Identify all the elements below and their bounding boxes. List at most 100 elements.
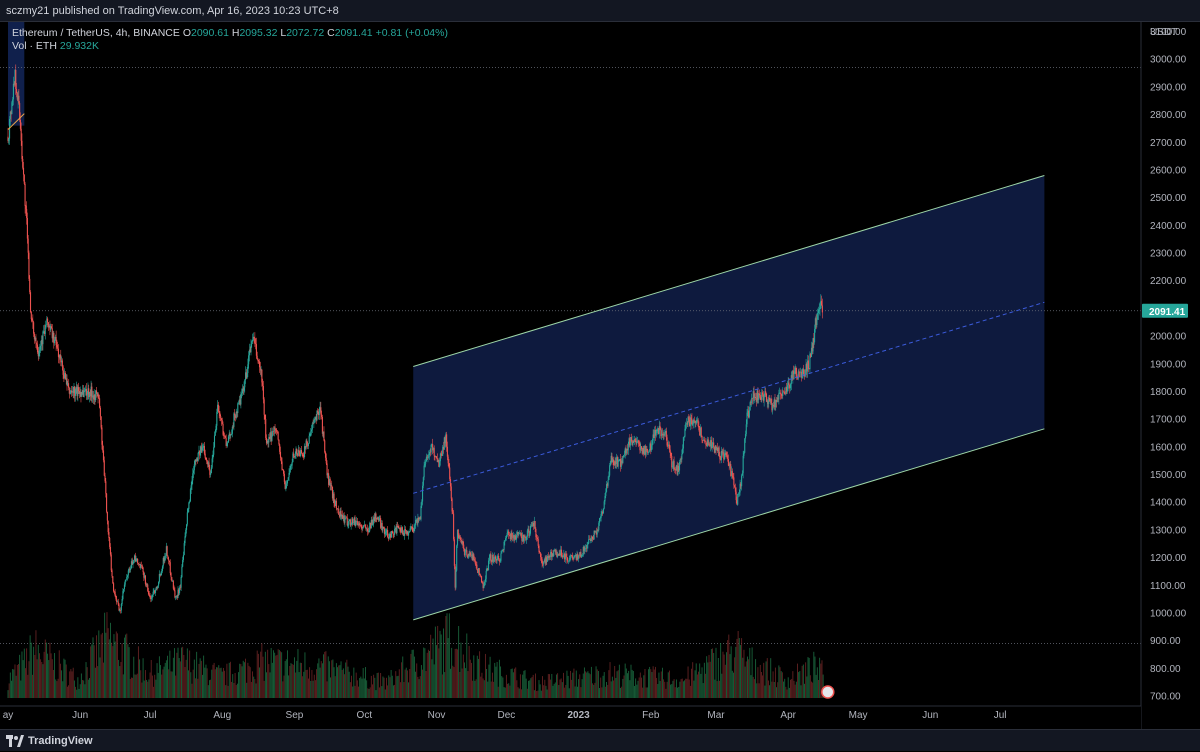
candle-body bbox=[182, 555, 184, 560]
candle-body bbox=[513, 535, 515, 540]
y-tick-label: 1000.00 bbox=[1150, 608, 1187, 619]
candle-body bbox=[20, 128, 22, 141]
volume-bar bbox=[452, 665, 454, 698]
candle-body bbox=[558, 553, 560, 556]
candle-body bbox=[449, 467, 451, 480]
volume-bar bbox=[305, 669, 307, 698]
volume-bar bbox=[443, 628, 444, 698]
volume-bar bbox=[327, 656, 329, 698]
candle-body bbox=[47, 322, 49, 328]
candle-body bbox=[489, 554, 491, 559]
candle-body bbox=[460, 540, 462, 544]
volume-bar bbox=[657, 683, 659, 698]
candle-body bbox=[647, 452, 650, 453]
candle-body bbox=[186, 512, 188, 525]
candle-body bbox=[23, 174, 25, 184]
volume-bar bbox=[233, 682, 235, 698]
volume-bar bbox=[749, 647, 751, 698]
volume-bar bbox=[624, 663, 626, 698]
candle-body bbox=[674, 468, 676, 470]
candle-body bbox=[314, 417, 316, 420]
candle-body bbox=[456, 529, 459, 546]
candle-body bbox=[759, 395, 761, 398]
chart-area[interactable]: USDT 3100.00 3000.00 2900.00 2800.00 2700.00 2… bbox=[0, 22, 1200, 729]
candle-body bbox=[703, 439, 705, 441]
volume-bar bbox=[148, 679, 150, 698]
candle-body bbox=[491, 554, 493, 562]
volume-bar bbox=[103, 662, 104, 698]
volume-bar bbox=[532, 674, 534, 698]
candle-body bbox=[821, 300, 823, 306]
volume-bar bbox=[804, 683, 805, 698]
candle-body bbox=[235, 411, 237, 418]
tradingview-logo[interactable]: TradingView bbox=[6, 730, 93, 752]
volume-bar bbox=[484, 653, 486, 698]
y-tick-label: 2200.00 bbox=[1150, 276, 1187, 287]
candle-body bbox=[349, 519, 351, 526]
volume-bar bbox=[248, 665, 250, 698]
candle-body bbox=[474, 559, 476, 561]
candle-body bbox=[21, 140, 23, 159]
volume-bar bbox=[388, 675, 390, 698]
volume-bar bbox=[410, 653, 412, 698]
volume-bar bbox=[397, 675, 399, 698]
candle-body bbox=[259, 367, 261, 371]
candle-body bbox=[678, 461, 681, 471]
volume-bar bbox=[596, 669, 598, 698]
price-chart[interactable]: USDT3100.003000.002900.002800.002700.002… bbox=[0, 22, 1200, 729]
volume-bar bbox=[726, 652, 727, 698]
volume-bar bbox=[525, 678, 527, 698]
candle-body bbox=[477, 568, 479, 573]
candle-body bbox=[393, 534, 395, 535]
volume-bar bbox=[678, 686, 680, 698]
candle-body bbox=[291, 461, 293, 466]
volume-bar bbox=[231, 681, 233, 698]
candle-body bbox=[396, 526, 398, 534]
candle-body bbox=[565, 553, 567, 557]
volume-bar bbox=[674, 687, 676, 698]
volume-bar bbox=[369, 687, 371, 698]
candle-body bbox=[755, 397, 757, 399]
candle-body bbox=[534, 521, 536, 529]
volume-bar bbox=[389, 677, 391, 698]
volume-bar bbox=[11, 680, 12, 698]
volume-bar bbox=[569, 670, 571, 698]
candle-body bbox=[629, 438, 631, 446]
volume-bar bbox=[643, 675, 645, 698]
candle-body bbox=[452, 511, 454, 514]
candle-body bbox=[479, 573, 481, 576]
candle-body bbox=[516, 532, 518, 536]
candle-body bbox=[620, 460, 622, 467]
candle-body bbox=[111, 570, 113, 577]
volume-bar bbox=[644, 668, 646, 698]
candle-body bbox=[137, 563, 139, 565]
volume-bar bbox=[429, 650, 430, 698]
volume-bar bbox=[255, 683, 257, 698]
candle-body bbox=[220, 418, 223, 421]
candle-body bbox=[543, 561, 545, 565]
volume-bar bbox=[302, 676, 304, 698]
volume-bar bbox=[480, 676, 482, 698]
candle-body bbox=[387, 530, 389, 538]
volume-bar bbox=[260, 651, 262, 698]
volume-bar bbox=[460, 642, 462, 698]
plot-layer bbox=[0, 22, 1141, 699]
candle-body bbox=[696, 419, 698, 424]
candle-body bbox=[555, 551, 557, 553]
volume-bar bbox=[405, 667, 407, 698]
volume-bar bbox=[261, 643, 263, 698]
candle-body bbox=[362, 527, 364, 529]
candle-body bbox=[22, 158, 24, 168]
candle-body bbox=[40, 345, 42, 350]
candle-body bbox=[670, 452, 672, 456]
candle-body bbox=[364, 524, 366, 527]
candle-body bbox=[187, 508, 189, 513]
candle-body bbox=[681, 454, 683, 460]
candle-body bbox=[12, 99, 14, 103]
candle-body bbox=[706, 444, 708, 447]
candle-body bbox=[781, 394, 783, 396]
candle-body bbox=[155, 586, 157, 590]
candle-body bbox=[312, 423, 314, 425]
candle-body bbox=[343, 515, 345, 523]
volume-bar bbox=[512, 672, 514, 698]
